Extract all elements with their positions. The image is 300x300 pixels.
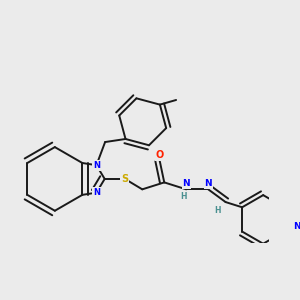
Text: H: H (214, 206, 221, 215)
Text: O: O (155, 150, 164, 160)
Text: N: N (93, 188, 100, 197)
Text: N: N (204, 179, 212, 188)
Text: H: H (181, 192, 187, 201)
Text: N: N (293, 222, 300, 231)
Text: N: N (182, 179, 190, 188)
Text: N: N (93, 161, 100, 170)
Text: S: S (122, 174, 128, 184)
